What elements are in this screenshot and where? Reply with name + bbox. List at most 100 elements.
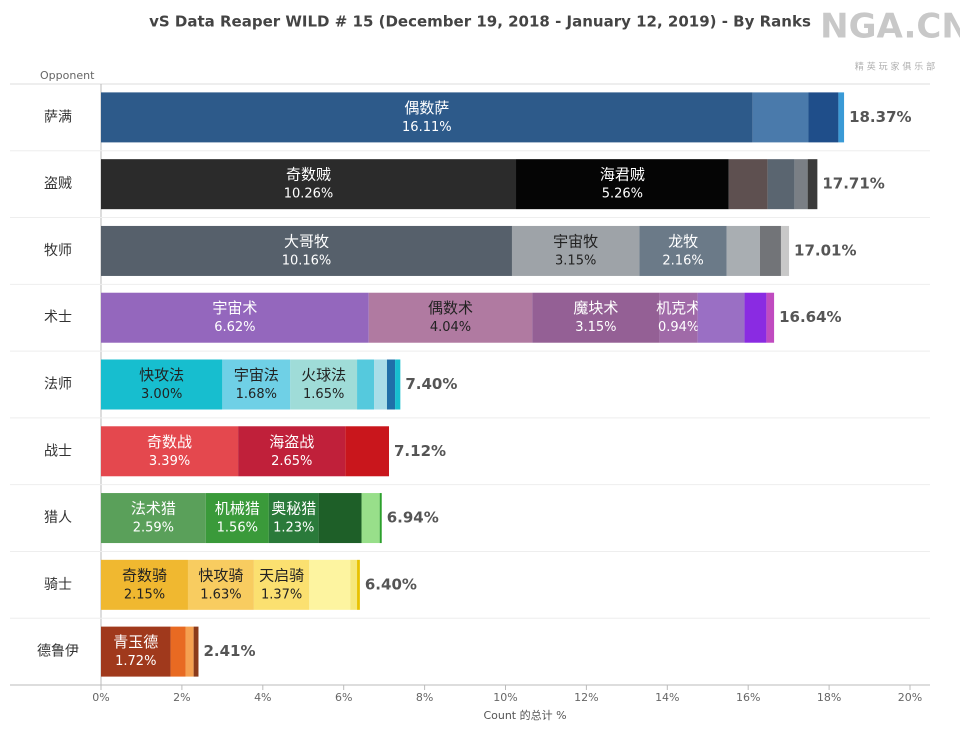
total-label: 18.37% [849, 108, 911, 126]
chart-title: vS Data Reaper WILD # 15 (December 19, 2… [149, 13, 811, 31]
bar-segment [205, 493, 269, 544]
segment-value-label: 1.63% [200, 587, 241, 602]
watermark-logo: NGA.CN [820, 7, 960, 47]
segment-name: 天启骑 [259, 566, 304, 584]
x-tick-label: 2% [173, 691, 190, 704]
x-tick-label: 6% [335, 691, 352, 704]
segment-value-label: 6.62% [214, 320, 255, 335]
segment-name: 法术猎 [131, 500, 176, 518]
x-tick-label: 0% [92, 691, 109, 704]
category-label: 法师 [44, 377, 72, 393]
bar-segment [101, 559, 188, 610]
bar-segment [101, 159, 517, 210]
category-label: 猎人 [44, 510, 72, 526]
segment-value-label: 1.37% [261, 587, 302, 602]
segment-name: 龙牧 [668, 232, 698, 250]
bar-segment [268, 493, 319, 544]
bar-segment [101, 426, 239, 477]
segment-value-label: 1.68% [236, 387, 277, 402]
bar-segment [368, 292, 533, 343]
bar-segment [744, 292, 767, 343]
total-label: 2.41% [203, 642, 255, 660]
category-label: 德鲁伊 [37, 644, 79, 660]
total-label: 17.71% [822, 175, 884, 193]
bar-segment [357, 359, 375, 410]
total-label: 17.01% [794, 241, 856, 259]
segment-value-label: 1.56% [217, 521, 258, 536]
segment-name: 宇宙牧 [553, 232, 598, 250]
bar-segment [185, 626, 194, 677]
bar-segment [807, 159, 818, 210]
segment-value-label: 3.15% [555, 253, 596, 268]
segment-value-label: 3.15% [575, 320, 616, 335]
bar-segment [728, 159, 768, 210]
segment-name: 奇数贼 [286, 166, 331, 184]
segment-value-label: 5.26% [602, 187, 643, 202]
segment-name: 偶数萨 [404, 99, 449, 117]
total-label: 6.94% [387, 509, 439, 527]
bar-segment [386, 359, 396, 410]
x-tick-label: 4% [254, 691, 271, 704]
bar-segment [238, 426, 346, 477]
bar-segment [659, 292, 698, 343]
bar-segment [752, 92, 809, 143]
bar-segment [345, 426, 390, 477]
category-label: 萨满 [44, 109, 72, 125]
bar-segment [766, 292, 775, 343]
bar-segment [767, 159, 795, 210]
bar-segment [374, 359, 387, 410]
bar-segment [395, 359, 401, 410]
bar-segment [318, 493, 362, 544]
segment-value-label: 2.16% [662, 253, 703, 268]
bar-segment [780, 225, 790, 276]
segment-name: 奥秘猎 [271, 500, 316, 518]
total-label: 6.40% [365, 575, 417, 593]
segment-name: 青玉德 [113, 633, 158, 651]
x-tick-label: 18% [817, 691, 841, 704]
segment-name: 海君贼 [600, 166, 645, 184]
total-label: 7.12% [394, 442, 446, 460]
segment-value-label: 2.15% [124, 587, 165, 602]
bar-segment [357, 559, 360, 610]
bar-segment [794, 159, 808, 210]
bar-segment [759, 225, 781, 276]
bar-segment [309, 559, 351, 610]
segment-value-label: 0.94% [658, 320, 699, 335]
category-label: 骑士 [44, 577, 72, 593]
bar-segment [639, 225, 727, 276]
segment-name: 机械猎 [215, 500, 260, 518]
segment-name: 机克术 [656, 299, 701, 317]
segment-value-label: 4.04% [430, 320, 471, 335]
total-label: 16.64% [779, 308, 841, 326]
segment-name: 魔块术 [573, 299, 618, 317]
y-axis-header: Opponent [40, 69, 95, 82]
bar-segment [101, 225, 512, 276]
x-tick-label: 16% [736, 691, 760, 704]
bar-segment [193, 626, 199, 677]
total-label: 7.40% [405, 375, 457, 393]
bar-segment [222, 359, 291, 410]
x-tick-label: 8% [416, 691, 433, 704]
x-tick-label: 12% [574, 691, 598, 704]
segment-value-label: 2.59% [133, 521, 174, 536]
bar-segment [187, 559, 254, 610]
segment-name: 大哥牧 [284, 232, 329, 250]
x-axis-title: Count 的总计 % [483, 708, 566, 722]
segment-name: 奇数战 [147, 433, 192, 451]
x-tick-label: 10% [493, 691, 517, 704]
x-tick-label: 14% [655, 691, 679, 704]
bar-segment [361, 493, 380, 544]
segment-value-label: 16.11% [402, 120, 452, 135]
segment-name: 火球法 [301, 366, 346, 384]
segment-value-label: 10.16% [282, 253, 332, 268]
bar-segment [101, 493, 206, 544]
category-label: 术士 [44, 310, 72, 326]
bar-segment [697, 292, 745, 343]
category-label: 战士 [44, 443, 72, 459]
segment-value-label: 1.23% [273, 521, 314, 536]
watermark-tagline: 精 英 玩 家 俱 乐 部 [855, 61, 935, 73]
bar-segment [511, 225, 640, 276]
x-tick-label: 20% [898, 691, 922, 704]
bar-segment [532, 292, 660, 343]
